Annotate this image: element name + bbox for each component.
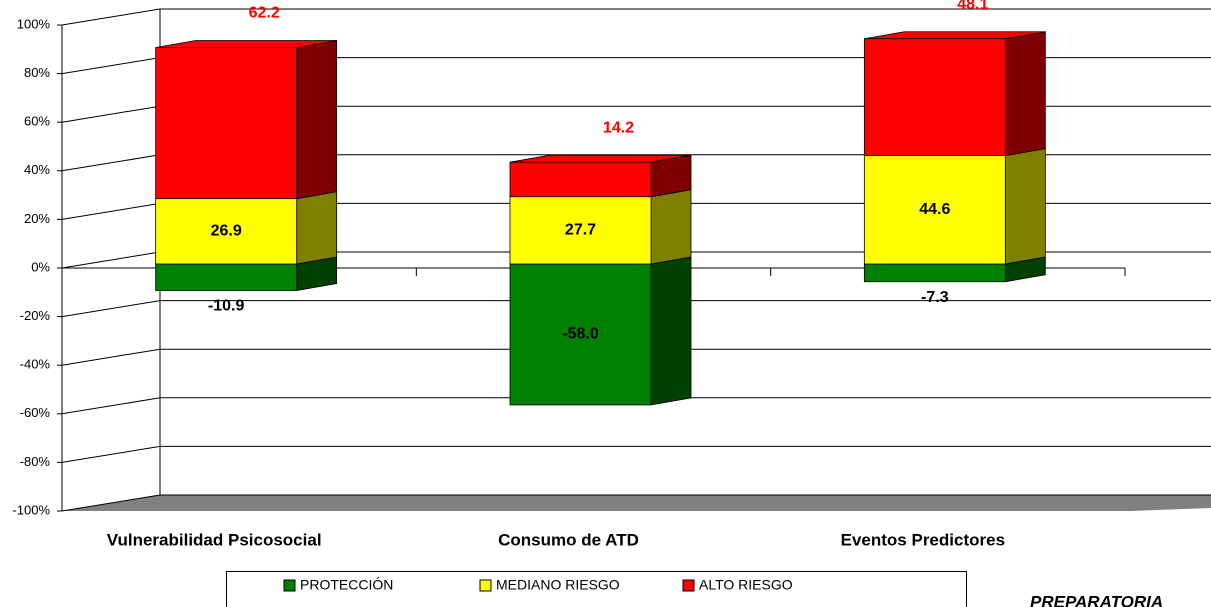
y-tick-label: 100% xyxy=(17,16,51,31)
bar xyxy=(509,196,652,265)
data-label: 26.9 xyxy=(211,223,242,240)
legend-label: MEDIANO RIESGO xyxy=(496,577,620,593)
bar xyxy=(509,263,652,406)
bar xyxy=(863,38,1006,157)
y-tick-label: -60% xyxy=(20,405,51,420)
bar-side xyxy=(1004,31,1046,157)
data-label: -10.9 xyxy=(208,298,245,315)
y-tick-label: -40% xyxy=(20,357,51,372)
bar-side xyxy=(650,189,692,265)
data-label: 14.2 xyxy=(603,119,634,136)
y-tick-label: 0% xyxy=(31,259,50,274)
data-label: 48.1 xyxy=(957,0,988,13)
x-tick-label: Consumo de ATD xyxy=(498,530,639,549)
bar-side xyxy=(650,256,692,406)
legend-swatch xyxy=(283,579,296,592)
y-tick-label: -100% xyxy=(12,502,50,517)
data-label: 62.2 xyxy=(249,5,280,22)
bar xyxy=(509,161,652,198)
legend-label: ALTO RIESGO xyxy=(699,577,793,593)
bar xyxy=(863,155,1006,265)
data-label: -7.3 xyxy=(921,289,949,306)
y-tick-label: 80% xyxy=(24,65,50,80)
bar xyxy=(863,263,1006,283)
bar xyxy=(155,47,298,200)
y-tick-label: 40% xyxy=(24,162,50,177)
data-label: -58.0 xyxy=(562,326,599,343)
grid-line xyxy=(61,445,1211,463)
bar-side xyxy=(296,191,338,265)
legend-swatch xyxy=(479,579,492,592)
bar-side xyxy=(1004,148,1046,265)
bar xyxy=(155,198,298,265)
x-tick-label: Vulnerabilidad Psicosocial xyxy=(107,530,322,549)
y-tick-label: 60% xyxy=(24,114,50,129)
y-tick-label: 20% xyxy=(24,211,50,226)
legend-swatch xyxy=(682,579,695,592)
data-label: 27.7 xyxy=(565,222,596,239)
y-tick-label: -20% xyxy=(20,308,51,323)
legend-box xyxy=(226,571,967,607)
footer: PREPARATORIA xyxy=(1030,592,1163,607)
x-tick-label: Eventos Predictores xyxy=(841,530,1005,549)
grid-line xyxy=(61,8,1211,26)
bar xyxy=(155,263,298,291)
data-label: 44.6 xyxy=(919,201,950,218)
bar-side xyxy=(296,40,338,200)
y-tick-label: -80% xyxy=(20,454,51,469)
legend-label: PROTECCIÓN xyxy=(300,577,393,593)
floor xyxy=(62,495,1211,511)
